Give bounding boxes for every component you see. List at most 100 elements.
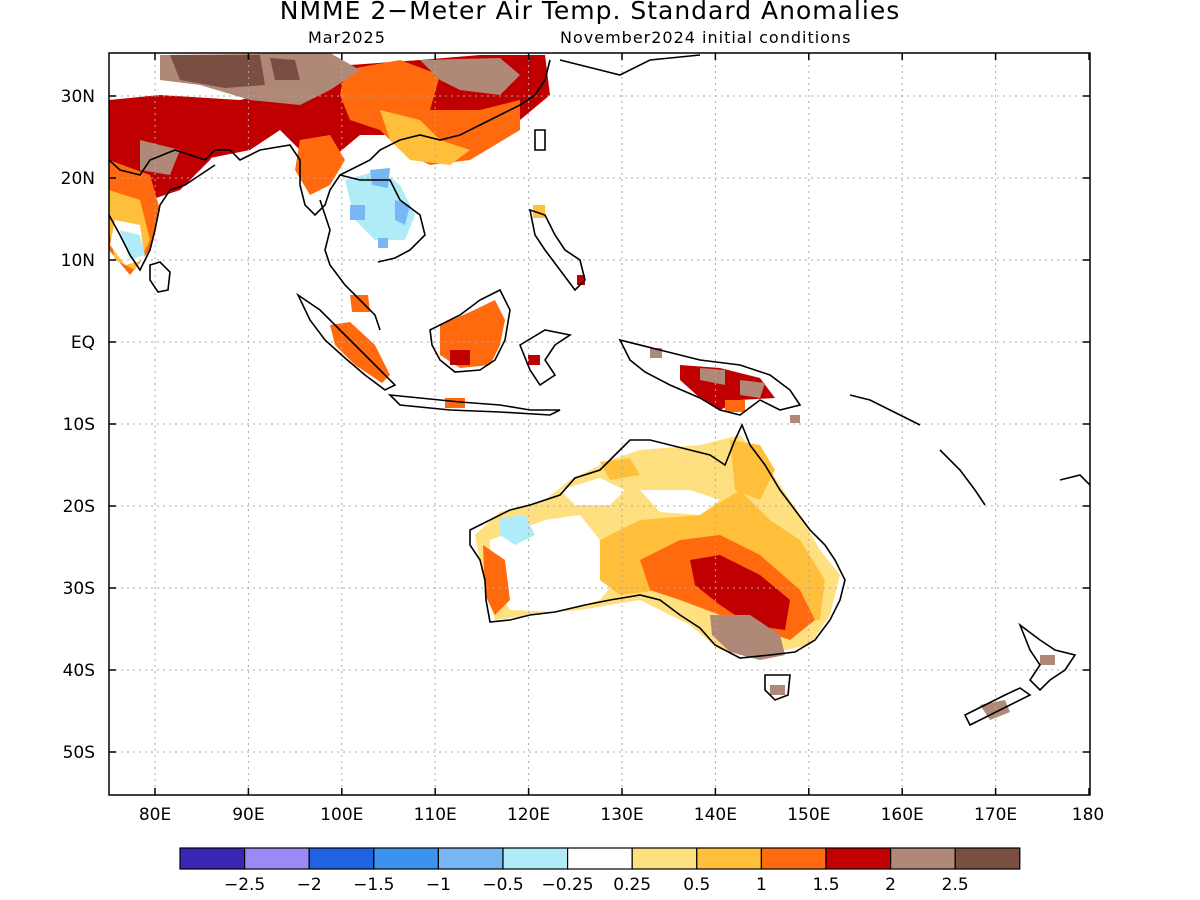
- coast-png: [618, 338, 802, 416]
- colorbar-label: 0.25: [613, 875, 651, 895]
- lon-tick-label: 90E: [232, 805, 264, 825]
- indochina-blue-2: [395, 200, 410, 225]
- coast-australia: [469, 422, 846, 659]
- colorbar-swatch: [889, 847, 956, 870]
- india-blue: [120, 230, 145, 260]
- lat-tick-label: 10N: [61, 251, 95, 271]
- colorbar-label: −2: [297, 875, 322, 895]
- coast-japan: [559, 54, 701, 76]
- colorbar-swatch: [566, 847, 633, 870]
- aus-tan: [710, 615, 785, 660]
- axis-ticks: 30N 20N 10N EQ 10S 20S 30S 40S 50S 80E 90E 100E 110E…: [61, 53, 1104, 825]
- lon-tick-label: 130E: [600, 805, 643, 825]
- lat-tick-label: 40S: [63, 661, 95, 681]
- colorbar-swatch: [437, 847, 504, 870]
- sumatra-orange: [330, 322, 390, 383]
- colorbar-label: 0.5: [683, 875, 710, 895]
- colorbar-swatch: [308, 847, 375, 870]
- lon-tick-label: 160E: [881, 805, 924, 825]
- colorbar-swatch: [631, 847, 698, 870]
- tibet-brown-2: [270, 58, 300, 80]
- coast-sumatra: [295, 292, 397, 391]
- colorbar-swatch: [760, 847, 827, 870]
- lat-tick-label: 20S: [63, 497, 95, 517]
- indochina-blue-3: [350, 205, 365, 220]
- colorbar-label: −0.25: [542, 875, 594, 895]
- tibet-brown: [170, 55, 265, 88]
- sulawesi-red: [528, 355, 540, 365]
- aus-white-nw: [560, 478, 625, 505]
- java-orange: [445, 398, 465, 408]
- asia-red-band: [109, 55, 550, 210]
- coast-sulawesi: [519, 329, 573, 387]
- colorbar-label: 2.5: [942, 875, 969, 895]
- lat-tick-label: EQ: [71, 333, 95, 353]
- aus-blue-west: [500, 515, 535, 545]
- coast-srilanka: [149, 261, 171, 293]
- coast-tasmania: [764, 674, 791, 701]
- map-frame: [108, 52, 1091, 796]
- colorbar-swatch: [502, 847, 569, 870]
- anomaly-shading: [109, 53, 1055, 720]
- aus-north-yellow: [600, 458, 640, 480]
- indochina-lightblue: [345, 170, 415, 240]
- lon-tick-label: 120E: [507, 805, 550, 825]
- grid-lines: [109, 53, 1090, 795]
- colorbar-label: 2: [885, 875, 896, 895]
- lon-tick-label: 180: [1072, 805, 1104, 825]
- colorbar-label: −1.5: [353, 875, 394, 895]
- png-orange: [725, 400, 745, 412]
- lat-tick-label: 30N: [61, 87, 95, 107]
- lon-tick-label: 100E: [320, 805, 363, 825]
- map-title: NMME 2−Meter Air Temp. Standard Anomalie…: [279, 0, 901, 25]
- coast-pacific-islands: [849, 394, 1090, 506]
- coast-philippines: [528, 208, 586, 292]
- colorbar-swatch: [825, 847, 892, 870]
- indochina-blue-4: [378, 238, 388, 248]
- coast-malaya: [319, 199, 381, 331]
- tas-tan: [770, 685, 785, 695]
- png-tan: [700, 368, 725, 385]
- forecast-month: Mar2025: [308, 28, 386, 47]
- colorbar-swatch: [954, 847, 1021, 870]
- aus-white-north: [640, 490, 720, 515]
- lat-tick-label: 20N: [61, 169, 95, 189]
- aus-orange-west: [483, 545, 510, 615]
- coast-indochina: [339, 174, 426, 263]
- lon-tick-label: 140E: [694, 805, 737, 825]
- nz-tan: [980, 700, 1010, 720]
- india-tan: [140, 140, 180, 175]
- lon-tick-label: 150E: [787, 805, 830, 825]
- png-tan-2: [740, 380, 765, 398]
- coast-java: [387, 393, 561, 416]
- solomon-tan: [790, 415, 800, 423]
- coast-nz-north: [1018, 622, 1077, 692]
- colorbar-swatch: [696, 847, 762, 870]
- colorbar-swatch: [244, 847, 310, 870]
- lon-tick-label: 110E: [414, 805, 457, 825]
- coast-india: [109, 59, 551, 217]
- asia-orange: [340, 60, 520, 165]
- colorbar-swatch: [373, 847, 439, 870]
- aus-red: [690, 555, 790, 630]
- lat-tick-label: 50S: [63, 743, 95, 763]
- coast-nz-south: [963, 687, 1032, 727]
- lon-tick-label: 170E: [974, 805, 1017, 825]
- colorbar-label: 1.5: [812, 875, 839, 895]
- coast-taiwan: [534, 129, 546, 151]
- malaya-orange: [350, 295, 370, 312]
- colorbar-label: 1: [756, 875, 767, 895]
- asia-orange-2: [295, 135, 345, 195]
- coast-india-west: [109, 164, 216, 272]
- nz-tan-2: [1040, 655, 1055, 665]
- colorbar: −2.5 −2 −1.5 −1 −0.5 −0.25 0.25 0.5 1 1.5 2 2.5: [179, 847, 1021, 895]
- asia-yellow: [380, 110, 470, 165]
- lon-tick-label: 80E: [139, 805, 171, 825]
- borneo-red: [450, 350, 470, 365]
- aus-north-orange: [730, 440, 775, 500]
- china-tan: [420, 58, 520, 95]
- colorbar-label: −1: [426, 875, 451, 895]
- coastlines: [109, 54, 1090, 727]
- coast-borneo: [429, 288, 511, 373]
